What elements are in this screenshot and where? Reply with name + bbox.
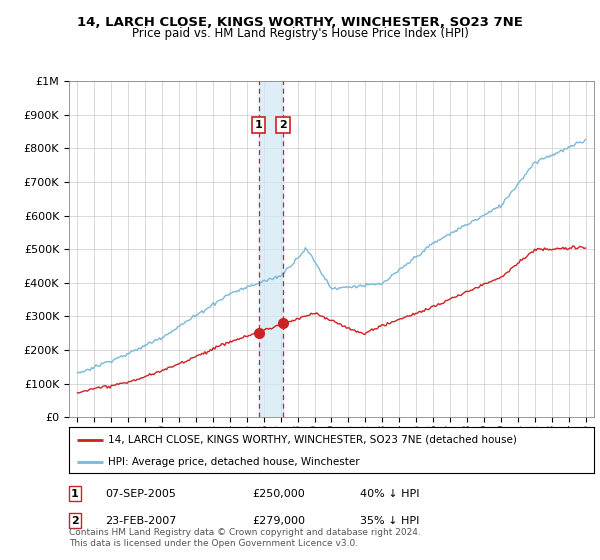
Text: 07-SEP-2005: 07-SEP-2005: [105, 489, 176, 499]
Text: £250,000: £250,000: [252, 489, 305, 499]
Text: 2: 2: [279, 120, 287, 130]
Text: 23-FEB-2007: 23-FEB-2007: [105, 516, 176, 526]
Text: Price paid vs. HM Land Registry's House Price Index (HPI): Price paid vs. HM Land Registry's House …: [131, 27, 469, 40]
Text: 35% ↓ HPI: 35% ↓ HPI: [360, 516, 419, 526]
Text: 14, LARCH CLOSE, KINGS WORTHY, WINCHESTER, SO23 7NE: 14, LARCH CLOSE, KINGS WORTHY, WINCHESTE…: [77, 16, 523, 29]
Text: HPI: Average price, detached house, Winchester: HPI: Average price, detached house, Winc…: [109, 457, 360, 466]
Text: 40% ↓ HPI: 40% ↓ HPI: [360, 489, 419, 499]
Text: 1: 1: [254, 120, 262, 130]
Text: 1: 1: [71, 489, 79, 499]
Bar: [259, 81, 283, 417]
Text: 14, LARCH CLOSE, KINGS WORTHY, WINCHESTER, SO23 7NE (detached house): 14, LARCH CLOSE, KINGS WORTHY, WINCHESTE…: [109, 435, 517, 445]
Text: Contains HM Land Registry data © Crown copyright and database right 2024.
This d: Contains HM Land Registry data © Crown c…: [69, 528, 421, 548]
Text: 2: 2: [71, 516, 79, 526]
Text: £279,000: £279,000: [252, 516, 305, 526]
